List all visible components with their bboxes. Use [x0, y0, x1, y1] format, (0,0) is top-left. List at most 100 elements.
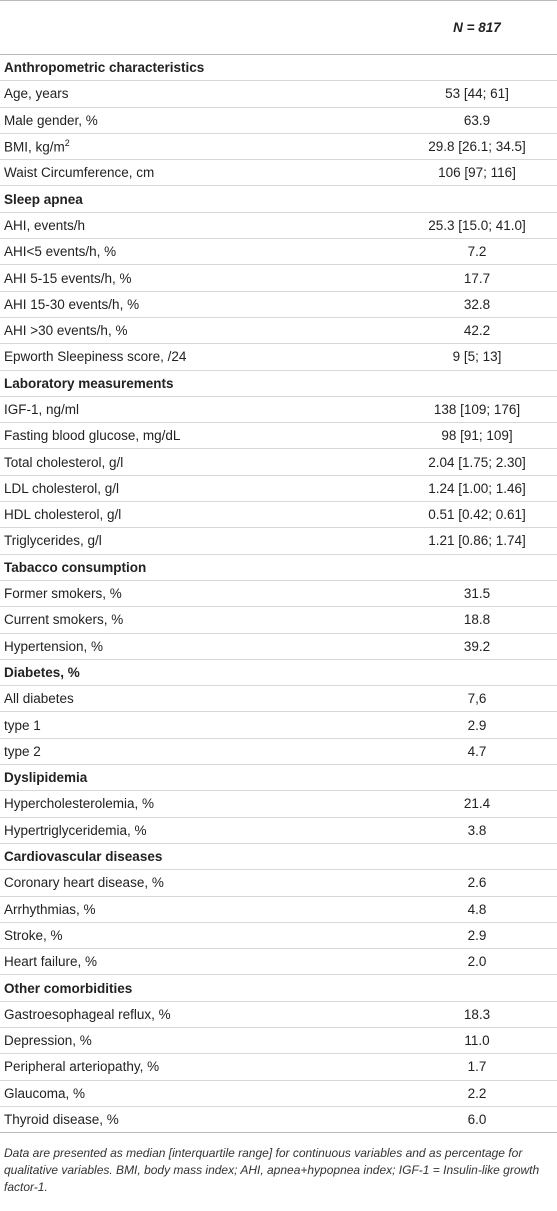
data-row: Depression, % 11.0	[0, 1027, 557, 1055]
row-value: 4.7	[397, 738, 557, 766]
row-label-cell: type 2	[0, 738, 397, 766]
row-value: 7,6	[397, 685, 557, 713]
data-row: LDL cholesterol, g/l 1.24 [1.00; 1.46]	[0, 475, 557, 503]
section-row: Anthropometric characteristics	[0, 54, 557, 82]
column-label: N = 817	[397, 0, 557, 55]
data-table: N = 817 Anthropometric characteristics Ag…	[0, 0, 557, 1134]
row-label: HDL cholesterol, g/l	[4, 507, 122, 523]
row-value: 32.8	[397, 291, 557, 318]
data-row: AHI<5 events/h, % 7.2	[0, 238, 557, 266]
table-body: N = 817 Anthropometric characteristics Ag…	[0, 0, 557, 1134]
section-title: Tabacco consumption	[0, 554, 557, 581]
row-label-cell: IGF-1, ng/ml	[0, 396, 397, 424]
footnote: Data are presented as median [interquart…	[4, 1146, 540, 1194]
row-label: Epworth Sleepiness score, /24	[4, 349, 187, 365]
row-value: 9 [5; 13]	[397, 343, 557, 371]
row-label-sup: 2	[64, 138, 70, 149]
data-row: type 1 2.9	[0, 711, 557, 739]
row-value: 63.9	[397, 107, 557, 134]
row-value: 2.2	[397, 1080, 557, 1107]
row-label: All diabetes	[4, 691, 74, 707]
row-label: AHI, events/h	[4, 217, 86, 233]
row-label-cell: AHI, events/h	[0, 212, 397, 240]
data-row: Peripheral arteriopathy, % 1.7	[0, 1053, 557, 1081]
row-value: 3.8	[397, 817, 557, 844]
row-value: 39.2	[397, 633, 557, 660]
data-row: HDL cholesterol, g/l 0.51 [0.42; 0.61]	[0, 501, 557, 529]
row-label-cell: Heart failure, %	[0, 948, 397, 976]
data-row: Waist Circumference, cm 106 [97; 116]	[0, 159, 557, 187]
row-label: Peripheral arteriopathy, %	[4, 1059, 160, 1075]
row-label: LDL cholesterol, g/l	[4, 480, 120, 496]
row-label-cell: Glaucoma, %	[0, 1080, 397, 1107]
data-row: Male gender, % 63.9	[0, 107, 557, 134]
row-label: Gastroesophageal reflux, %	[4, 1006, 171, 1022]
data-row: Glaucoma, % 2.2	[0, 1080, 557, 1107]
data-row: Former smokers, % 31.5	[0, 580, 557, 608]
row-label: Hypertension, %	[4, 638, 104, 654]
data-row: Triglycerides, g/l 1.21 [0.86; 1.74]	[0, 527, 557, 555]
row-label-cell: Current smokers, %	[0, 606, 397, 634]
row-label-cell: Fasting blood glucose, mg/dL	[0, 422, 397, 450]
row-label-cell: LDL cholesterol, g/l	[0, 475, 397, 503]
row-label: Coronary heart disease, %	[4, 875, 164, 891]
row-value: 53 [44; 61]	[397, 80, 557, 108]
data-row: type 2 4.7	[0, 738, 557, 766]
row-label: Total cholesterol, g/l	[4, 454, 124, 470]
data-row: IGF-1, ng/ml 138 [109; 176]	[0, 396, 557, 424]
row-label: IGF-1, ng/ml	[4, 402, 80, 417]
data-row: AHI, events/h 25.3 [15.0; 41.0]	[0, 212, 557, 240]
row-value: 2.9	[397, 922, 557, 950]
row-label-cell: AHI >30 events/h, %	[0, 317, 397, 345]
section-title: Anthropometric characteristics	[0, 54, 557, 82]
section-title: Other comorbidities	[0, 974, 557, 1002]
data-row: Hypertriglyceridemia, % 3.8	[0, 817, 557, 844]
row-label: AHI<5 events/h, %	[4, 244, 117, 260]
row-label-cell: Male gender, %	[0, 107, 397, 134]
data-row: Stroke, % 2.9	[0, 922, 557, 950]
section-row: Laboratory measurements	[0, 370, 557, 397]
row-label-cell: AHI 15-30 events/h, %	[0, 291, 397, 318]
row-value: 98 [91; 109]	[397, 422, 557, 450]
header-row: N = 817	[0, 0, 557, 55]
row-label: type 1	[4, 717, 41, 733]
data-row: AHI 15-30 events/h, % 32.8	[0, 291, 557, 318]
row-label: Waist Circumference, cm	[4, 165, 155, 181]
row-label-cell: type 1	[0, 711, 397, 739]
row-label-cell: Gastroesophageal reflux, %	[0, 1001, 397, 1028]
section-title: Cardiovascular diseases	[0, 843, 557, 871]
row-label-cell: Coronary heart disease, %	[0, 869, 397, 897]
row-label-cell: Epworth Sleepiness score, /24	[0, 343, 397, 371]
row-value: 11.0	[397, 1027, 557, 1055]
row-label-cell: Triglycerides, g/l	[0, 527, 397, 555]
row-label: Male gender, %	[4, 112, 98, 128]
row-label-cell: Former smokers, %	[0, 580, 397, 608]
row-value: 2.04 [1.75; 2.30]	[397, 448, 557, 476]
data-row: All diabetes 7,6	[0, 685, 557, 713]
row-label: Former smokers, %	[4, 586, 122, 602]
section-title: Diabetes, %	[0, 659, 557, 687]
section-row: Other comorbidities	[0, 974, 557, 1002]
row-value: 106 [97; 116]	[397, 159, 557, 187]
data-row: Total cholesterol, g/l 2.04 [1.75; 2.30]	[0, 448, 557, 476]
row-label-cell: AHI 5-15 events/h, %	[0, 264, 397, 292]
data-row: Thyroid disease, % 6.0	[0, 1106, 557, 1134]
row-label: AHI 15-30 events/h, %	[4, 296, 140, 312]
section-title: Dyslipidemia	[0, 764, 557, 792]
section-title: Laboratory measurements	[0, 370, 557, 397]
row-label-cell: Arrhythmias, %	[0, 896, 397, 923]
data-row: Hypertension, % 39.2	[0, 633, 557, 660]
row-value: 7.2	[397, 238, 557, 266]
row-value: 2.0	[397, 948, 557, 976]
row-label-cell: Hypertension, %	[0, 633, 397, 660]
row-value: 42.2	[397, 317, 557, 345]
row-label: BMI, kg/m	[4, 139, 65, 155]
row-label: Hypertriglyceridemia, %	[4, 822, 147, 838]
row-value: 18.3	[397, 1001, 557, 1028]
header-cell	[0, 0, 397, 55]
row-label: type 2	[4, 743, 41, 759]
row-label: AHI 5-15 events/h, %	[4, 270, 132, 286]
section-row: Tabacco consumption	[0, 554, 557, 581]
data-row: Age, years 53 [44; 61]	[0, 80, 557, 108]
